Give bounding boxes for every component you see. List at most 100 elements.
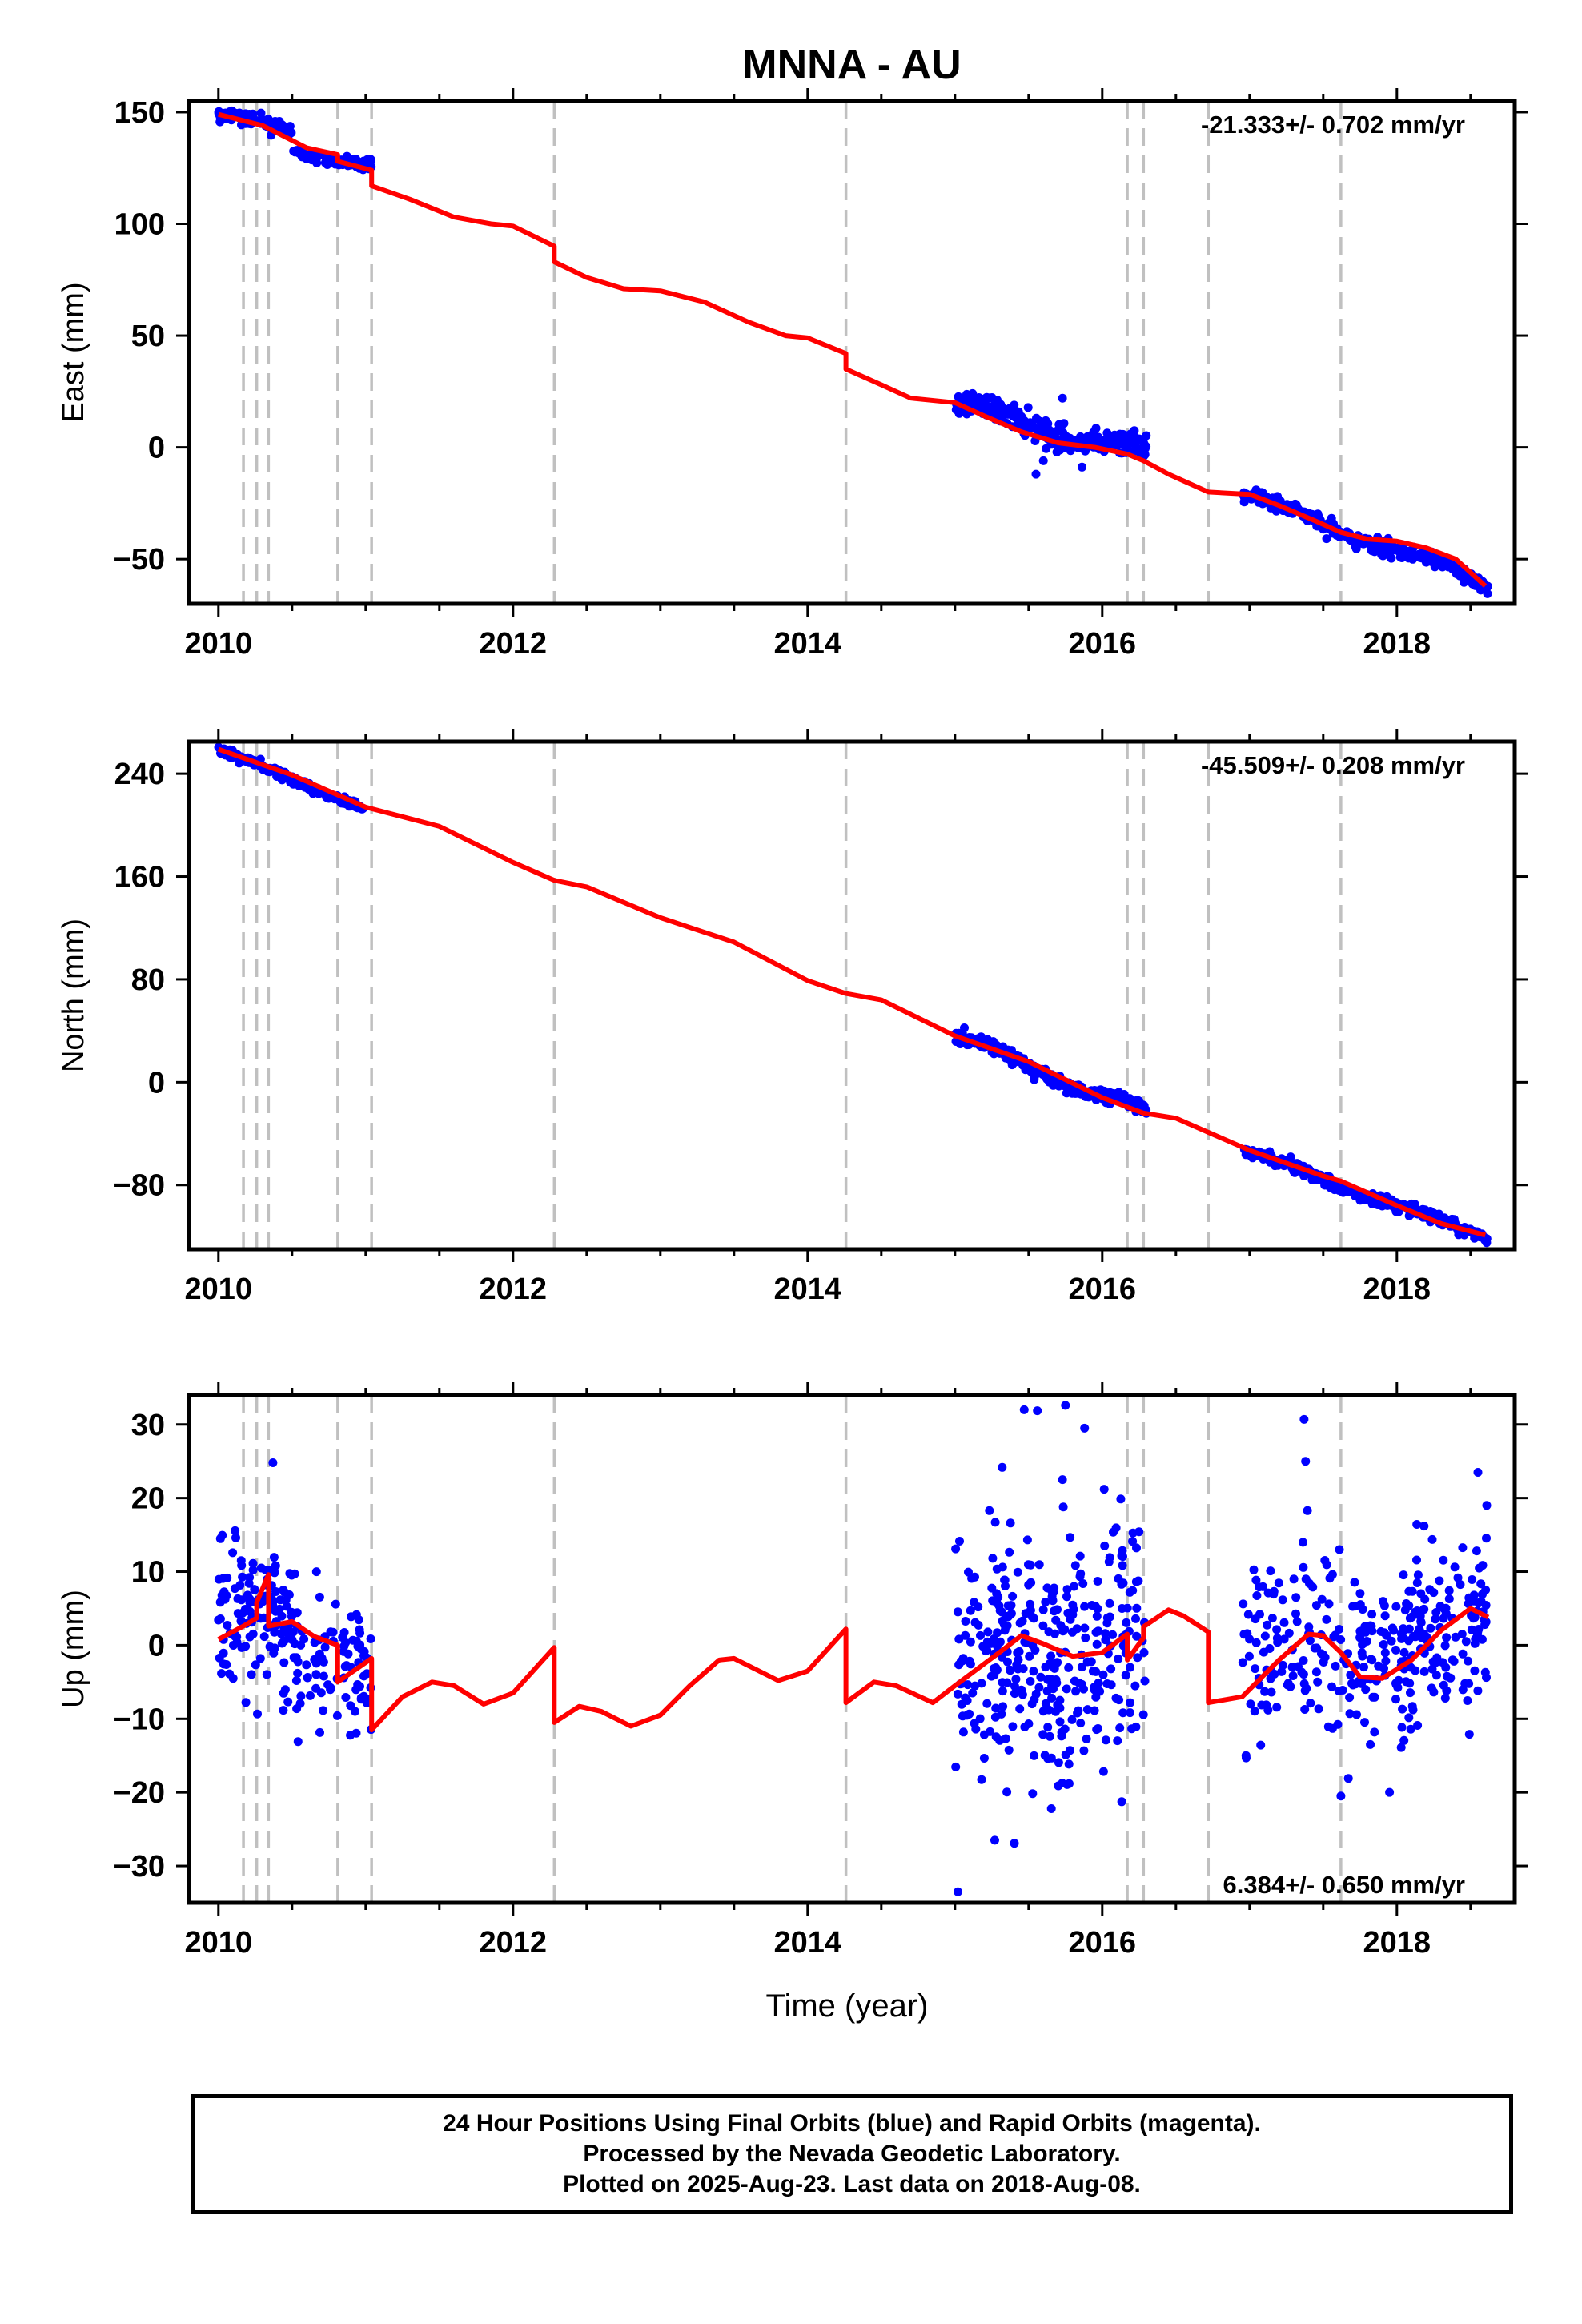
data-point (1133, 1653, 1142, 1663)
data-point (1284, 1628, 1294, 1638)
data-point (283, 1697, 293, 1707)
data-point (1391, 1680, 1401, 1690)
data-point (977, 1679, 986, 1688)
data-point (291, 1676, 301, 1685)
data-point (1297, 1667, 1307, 1677)
data-point (1416, 1589, 1426, 1598)
data-point (1370, 1692, 1379, 1702)
data-point (1108, 1630, 1118, 1639)
data-point (259, 1613, 269, 1622)
data-point (1260, 1687, 1270, 1696)
data-point (1064, 1663, 1074, 1672)
data-point (1483, 589, 1492, 598)
data-point (1013, 1648, 1022, 1658)
x-tick-label: 2014 (774, 1273, 842, 1306)
data-point (1361, 1195, 1371, 1204)
data-point (1419, 1605, 1429, 1614)
data-point (1076, 1569, 1086, 1578)
x-tick-label: 2018 (1363, 627, 1431, 661)
data-point (1109, 1527, 1118, 1537)
data-point (991, 1663, 1001, 1672)
data-point (222, 1660, 231, 1669)
data-point (1058, 1475, 1067, 1485)
data-point (1239, 1630, 1249, 1639)
data-point (250, 1585, 259, 1594)
data-point (1010, 408, 1020, 417)
data-point (1075, 1551, 1085, 1561)
data-point (1095, 1687, 1105, 1696)
data-point (1283, 1679, 1293, 1688)
data-point (1131, 1577, 1141, 1586)
data-point (1094, 1626, 1103, 1636)
data-point (1038, 456, 1048, 465)
data-point (1266, 1566, 1275, 1576)
data-point (1140, 1676, 1150, 1686)
data-point (979, 1730, 989, 1739)
data-point (1122, 1096, 1132, 1106)
data-point (311, 1683, 321, 1693)
data-point (296, 1691, 306, 1701)
data-point (1300, 1686, 1310, 1695)
data-point (1054, 1758, 1063, 1767)
model-fit-line (218, 111, 1488, 588)
data-point (983, 1627, 993, 1637)
data-point (230, 108, 239, 118)
data-point (1440, 1694, 1450, 1703)
data-point (1299, 1656, 1308, 1665)
data-point (1049, 1588, 1058, 1597)
data-point (228, 1674, 238, 1683)
data-point (351, 1685, 361, 1695)
data-point (994, 409, 1004, 419)
data-point (966, 1637, 975, 1647)
data-point (1099, 1485, 1109, 1494)
data-point (1378, 545, 1387, 555)
data-point (1313, 1677, 1323, 1687)
data-point (1023, 403, 1033, 412)
data-point (1289, 1574, 1299, 1584)
data-point (1370, 1727, 1379, 1737)
data-point (1073, 1708, 1082, 1718)
data-point (1425, 1585, 1435, 1594)
data-point (1058, 1779, 1067, 1788)
data-point (255, 1654, 265, 1663)
data-point (1429, 1687, 1439, 1697)
data-point (1385, 1787, 1395, 1797)
data-point (1098, 1670, 1108, 1679)
data-point (1045, 1731, 1054, 1741)
data-point (1047, 1681, 1057, 1691)
data-point (1142, 442, 1151, 452)
data-point (1350, 1578, 1359, 1587)
data-point (256, 108, 266, 118)
data-point (1476, 1579, 1486, 1589)
data-point (1391, 1602, 1401, 1611)
data-point (1431, 1614, 1440, 1624)
data-point (1274, 1578, 1283, 1588)
data-point (1098, 1767, 1108, 1776)
data-point (362, 1698, 371, 1707)
data-point (982, 1699, 992, 1708)
data-point (1081, 1633, 1090, 1642)
data-point (1312, 1643, 1322, 1653)
data-point (1057, 1080, 1066, 1089)
data-point (215, 1653, 224, 1663)
data-point (1033, 425, 1042, 435)
data-point (1102, 1618, 1112, 1628)
data-point (1348, 1602, 1358, 1611)
data-point (279, 1658, 289, 1667)
y-axis-label: Up (mm) (57, 1590, 90, 1708)
data-point (1367, 1610, 1377, 1619)
x-tick-label: 2012 (480, 1926, 548, 1960)
data-point (990, 1518, 1000, 1527)
data-point (1062, 1585, 1072, 1594)
data-point (1027, 1699, 1037, 1709)
data-point (1010, 1839, 1019, 1848)
data-point (1086, 1657, 1096, 1667)
observation-points (214, 106, 1492, 598)
data-point (962, 391, 972, 400)
data-point (1387, 1636, 1396, 1646)
data-point (215, 1534, 225, 1543)
data-point (970, 1572, 979, 1582)
data-point (1038, 1730, 1048, 1739)
data-point (1126, 437, 1136, 447)
data-point (982, 406, 992, 416)
